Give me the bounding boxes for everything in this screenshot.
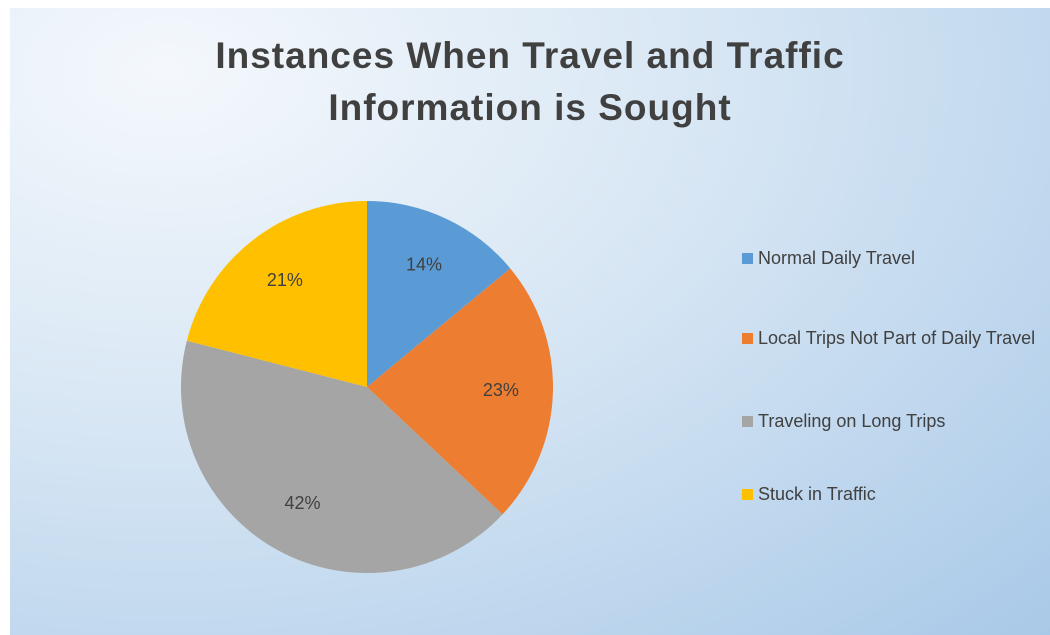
data-label: 23% bbox=[483, 380, 519, 400]
legend-label: Traveling on Long Trips bbox=[758, 411, 946, 431]
pie-slice bbox=[186, 201, 367, 387]
chart: Instances When Travel and Traffic Inform… bbox=[10, 8, 1050, 635]
legend-item: Local Trips Not Part of Daily Travel bbox=[742, 326, 1048, 350]
pie: 14% 23% 42% 21% bbox=[180, 201, 553, 573]
legend-item: Traveling on Long Trips bbox=[742, 409, 1048, 433]
legend-label: Stuck in Traffic bbox=[758, 484, 876, 504]
legend-item: Normal Daily Travel bbox=[742, 246, 1048, 270]
legend-swatch bbox=[742, 333, 753, 344]
legend-swatch bbox=[742, 253, 753, 264]
data-label: 14% bbox=[406, 255, 442, 275]
data-label: 21% bbox=[267, 270, 303, 290]
pie-slice bbox=[367, 268, 553, 515]
pie-slice bbox=[367, 201, 511, 387]
legend-swatch bbox=[742, 416, 753, 427]
pie-slice bbox=[180, 340, 503, 573]
legend-swatch bbox=[742, 489, 753, 500]
legend-item: Stuck in Traffic bbox=[742, 482, 1048, 506]
chart-title: Instances When Travel and Traffic Inform… bbox=[215, 35, 845, 128]
legend-label: Local Trips Not Part of Daily Travel bbox=[758, 328, 1036, 348]
legend-label: Normal Daily Travel bbox=[758, 248, 916, 268]
data-label: 42% bbox=[284, 493, 320, 513]
